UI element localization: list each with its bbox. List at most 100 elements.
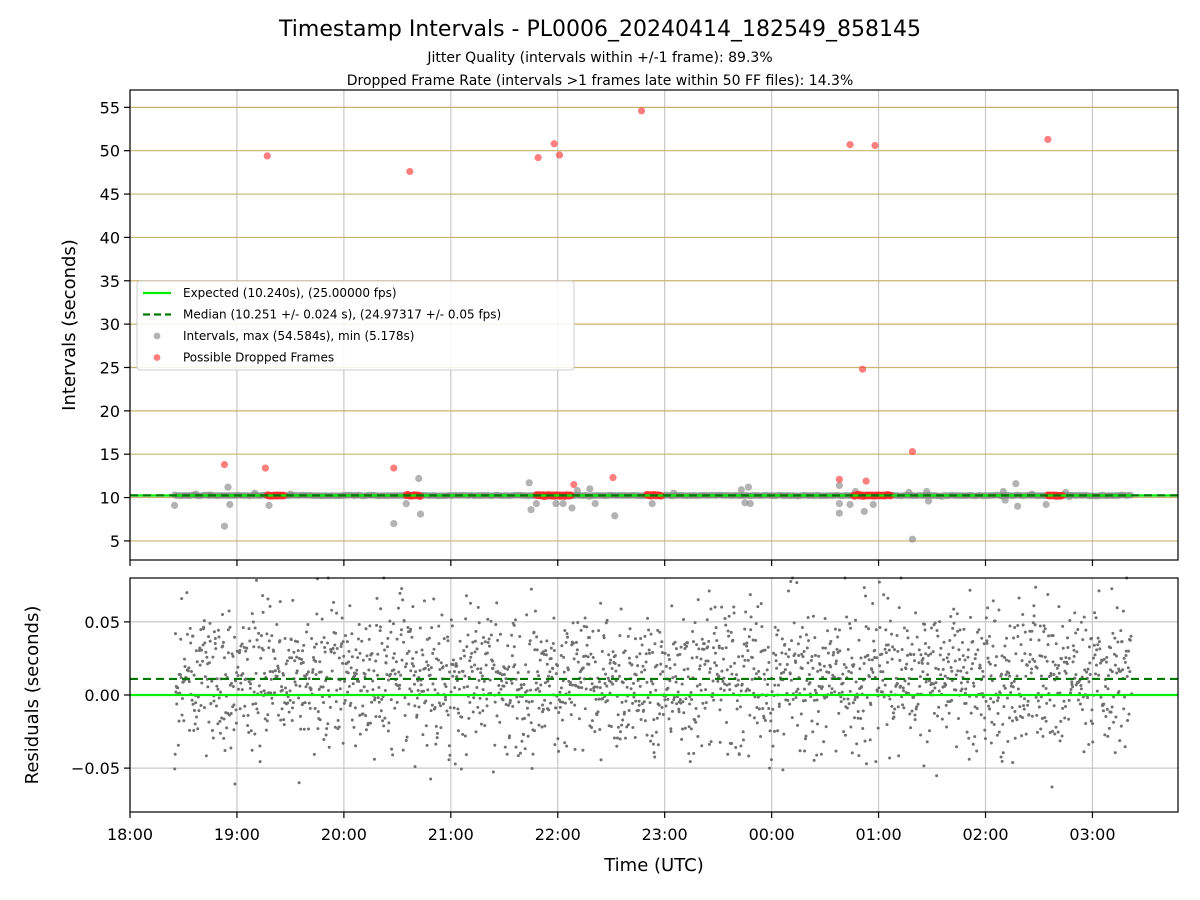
- dropped-frame-point: [609, 474, 617, 482]
- residual-point: [953, 659, 957, 663]
- residual-point: [613, 654, 617, 658]
- residual-point: [1021, 716, 1025, 720]
- residual-point: [504, 677, 508, 681]
- residual-point: [1016, 624, 1020, 628]
- residual-point: [549, 701, 553, 705]
- residual-point: [1018, 714, 1022, 718]
- residual-point: [536, 670, 540, 674]
- residual-point: [1071, 685, 1075, 689]
- residual-point: [864, 625, 868, 629]
- residual-point: [960, 640, 964, 644]
- residual-point: [413, 704, 417, 708]
- residual-point: [427, 636, 431, 640]
- residual-point: [1031, 621, 1035, 625]
- residual-point: [306, 682, 310, 686]
- residual-point: [721, 657, 725, 661]
- residual-point: [261, 648, 265, 652]
- residual-point: [1075, 650, 1079, 654]
- residual-point: [479, 671, 483, 675]
- residual-point: [236, 665, 240, 669]
- residual-point: [926, 673, 930, 677]
- residual-point: [989, 741, 993, 745]
- residual-point: [502, 673, 506, 677]
- residual-point: [517, 700, 521, 704]
- residual-point: [222, 736, 226, 740]
- residual-point: [372, 669, 376, 673]
- residual-point: [756, 695, 760, 699]
- residual-point: [833, 627, 837, 631]
- residual-point: [792, 621, 796, 625]
- residual-point: [1013, 736, 1017, 740]
- residual-point: [254, 671, 258, 675]
- residual-point: [655, 663, 659, 667]
- residual-point: [446, 635, 450, 639]
- residual-point: [752, 667, 756, 671]
- residual-point: [469, 601, 473, 605]
- residual-point: [1043, 627, 1047, 631]
- residual-point: [415, 715, 419, 719]
- residual-point: [932, 682, 936, 686]
- residual-point: [347, 660, 351, 664]
- residual-point: [400, 658, 404, 662]
- residual-point: [276, 664, 280, 668]
- residual-point: [631, 701, 635, 705]
- residual-point: [739, 744, 743, 748]
- interval-point: [860, 507, 868, 516]
- residual-point: [334, 631, 338, 635]
- residual-point: [259, 690, 263, 694]
- residual-point: [1021, 612, 1025, 616]
- residual-point: [563, 629, 567, 633]
- residual-point: [723, 682, 727, 686]
- residual-point: [318, 718, 322, 722]
- residual-point: [388, 619, 392, 623]
- residual-point: [777, 702, 781, 706]
- residual-point: [230, 652, 234, 656]
- dropped-frame-point: [862, 477, 870, 485]
- residual-point: [827, 684, 831, 688]
- residual-point: [277, 669, 281, 673]
- y-tick-label: 55: [100, 98, 120, 117]
- residual-point: [1079, 684, 1083, 688]
- residual-point: [191, 634, 195, 638]
- residual-point: [403, 696, 407, 700]
- residual-point: [910, 642, 914, 646]
- residual-point: [1029, 638, 1033, 642]
- interval-point: [923, 487, 931, 496]
- residual-point: [856, 716, 860, 720]
- residual-point: [815, 698, 819, 702]
- residual-point: [841, 681, 845, 685]
- residual-point: [1127, 712, 1131, 716]
- residual-point: [551, 641, 555, 645]
- residual-point: [1067, 656, 1071, 660]
- residual-point: [987, 704, 991, 708]
- residual-point: [788, 702, 792, 706]
- residual-point: [386, 636, 390, 640]
- residual-point: [593, 660, 597, 664]
- residual-point: [973, 657, 977, 661]
- residual-point: [692, 751, 696, 755]
- residual-point: [416, 688, 420, 692]
- residual-point: [534, 681, 538, 685]
- residual-point: [734, 746, 738, 750]
- residual-point: [283, 686, 287, 690]
- residual-point: [553, 743, 557, 747]
- residual-point: [1000, 759, 1004, 763]
- residual-point: [226, 711, 230, 715]
- residual-point: [1110, 705, 1114, 709]
- residual-point: [305, 672, 309, 676]
- residual-point: [216, 722, 220, 726]
- residual-point: [466, 633, 470, 637]
- residual-point: [399, 673, 403, 677]
- residual-point: [402, 618, 406, 622]
- residual-point: [741, 738, 745, 742]
- residual-point: [459, 656, 463, 660]
- residual-point: [936, 634, 940, 638]
- residual-point: [1106, 687, 1110, 691]
- residual-point: [983, 716, 987, 720]
- residual-point: [656, 743, 660, 747]
- residual-point: [389, 630, 393, 634]
- residual-point: [620, 700, 624, 704]
- residual-point: [798, 635, 802, 639]
- residual-point: [650, 734, 654, 738]
- y-axis-label-residuals: Residuals (seconds): [22, 606, 43, 785]
